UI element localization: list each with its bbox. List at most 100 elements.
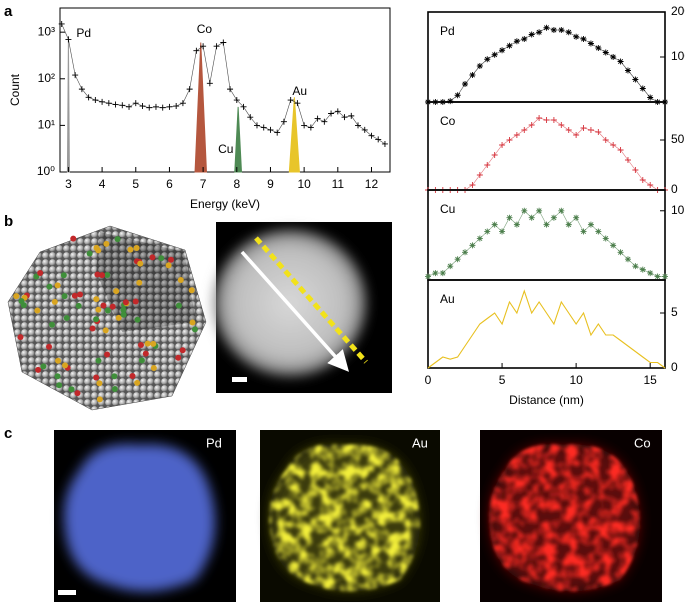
dopant-atom xyxy=(13,293,20,300)
data-point xyxy=(624,157,631,163)
data-point xyxy=(179,100,186,107)
data-point xyxy=(112,101,119,108)
data-point xyxy=(132,100,139,107)
data-point xyxy=(253,122,260,129)
series-label: Au xyxy=(440,292,455,306)
dopant-atom xyxy=(175,354,182,361)
data-point xyxy=(65,36,72,43)
data-point xyxy=(550,117,557,123)
dopant-atom xyxy=(100,302,107,309)
data-point xyxy=(550,27,557,33)
data-point xyxy=(587,127,594,133)
dopant-atom xyxy=(103,240,110,247)
dopant-atom xyxy=(115,314,122,321)
data-point xyxy=(536,29,543,36)
panel-label: a xyxy=(4,3,13,20)
data-point xyxy=(506,137,513,143)
data-line xyxy=(427,210,665,277)
dopant-atom xyxy=(96,380,103,387)
dopant-atom xyxy=(167,256,174,263)
dopant-atom xyxy=(114,236,121,243)
dopant-atom xyxy=(17,334,24,341)
dopant-atom xyxy=(54,282,61,289)
data-point xyxy=(152,103,159,110)
dopant-atom xyxy=(95,306,102,313)
data-point xyxy=(469,72,476,78)
data-point xyxy=(565,221,572,228)
dopant-atom xyxy=(137,341,144,348)
data-point xyxy=(307,124,314,131)
y-axis-label: Count xyxy=(8,73,22,106)
data-point xyxy=(240,103,247,110)
x-tick-label: 10 xyxy=(297,177,311,191)
map-co: Co xyxy=(480,430,662,602)
data-point xyxy=(639,85,646,92)
data-point xyxy=(159,104,166,111)
data-point xyxy=(173,103,180,110)
dopant-atom xyxy=(144,340,151,347)
data-point xyxy=(186,86,193,93)
data-point xyxy=(513,132,520,138)
dopant-atom xyxy=(149,254,156,261)
dopant-atom xyxy=(138,357,145,364)
peak-fill xyxy=(234,106,243,173)
data-point xyxy=(361,126,368,133)
dopant-atom xyxy=(71,292,78,299)
map-pd: Pd xyxy=(54,430,236,602)
dopant-atom xyxy=(136,279,143,286)
data-point xyxy=(233,97,240,104)
data-point xyxy=(521,127,528,133)
data-point xyxy=(573,132,580,138)
data-point xyxy=(543,117,550,123)
y-tick-label: 50 xyxy=(671,132,685,146)
peak-label: Au xyxy=(292,84,307,98)
data-point xyxy=(580,228,587,235)
x-tick-label: 5 xyxy=(499,373,506,387)
data-point xyxy=(484,162,491,168)
data-point xyxy=(602,49,609,56)
data-point xyxy=(334,108,341,115)
data-point xyxy=(632,76,639,83)
data-point xyxy=(550,214,557,221)
dopant-atom xyxy=(63,315,70,322)
dopant-atom xyxy=(93,244,100,251)
data-point xyxy=(506,42,513,49)
data-point xyxy=(447,98,454,105)
plot-frame xyxy=(427,101,666,191)
dopant-atom xyxy=(46,343,53,350)
data-point xyxy=(491,51,498,58)
data-point xyxy=(381,140,388,147)
data-point xyxy=(610,142,617,148)
data-point xyxy=(536,115,543,121)
data-point xyxy=(587,221,594,228)
x-tick-label: 6 xyxy=(166,177,173,191)
data-point xyxy=(580,125,587,131)
data-point xyxy=(267,126,274,133)
data-point xyxy=(499,142,506,148)
data-point xyxy=(227,86,234,93)
dopant-atom xyxy=(61,293,68,300)
data-point xyxy=(558,207,565,214)
data-point xyxy=(476,63,483,69)
dopant-atom xyxy=(137,260,144,267)
map-au: Au xyxy=(260,430,440,602)
dopant-atom xyxy=(75,302,82,309)
data-point xyxy=(72,72,79,79)
peak-label: Cu xyxy=(218,142,233,156)
dopant-atom xyxy=(56,382,63,389)
dopant-atom xyxy=(51,298,58,305)
data-point xyxy=(105,100,112,107)
series-label: Co xyxy=(440,114,456,128)
data-point xyxy=(126,103,133,110)
data-point xyxy=(462,249,469,256)
dopant-atom xyxy=(46,283,53,290)
data-point xyxy=(558,27,565,33)
data-point xyxy=(99,98,106,105)
data-point xyxy=(624,67,631,74)
data-point xyxy=(200,43,207,50)
data-point xyxy=(368,132,375,139)
data-point xyxy=(506,214,513,221)
y-tick-label: 10 xyxy=(671,203,685,217)
data-point xyxy=(528,122,535,128)
y-tick-label: 0 xyxy=(671,182,678,196)
